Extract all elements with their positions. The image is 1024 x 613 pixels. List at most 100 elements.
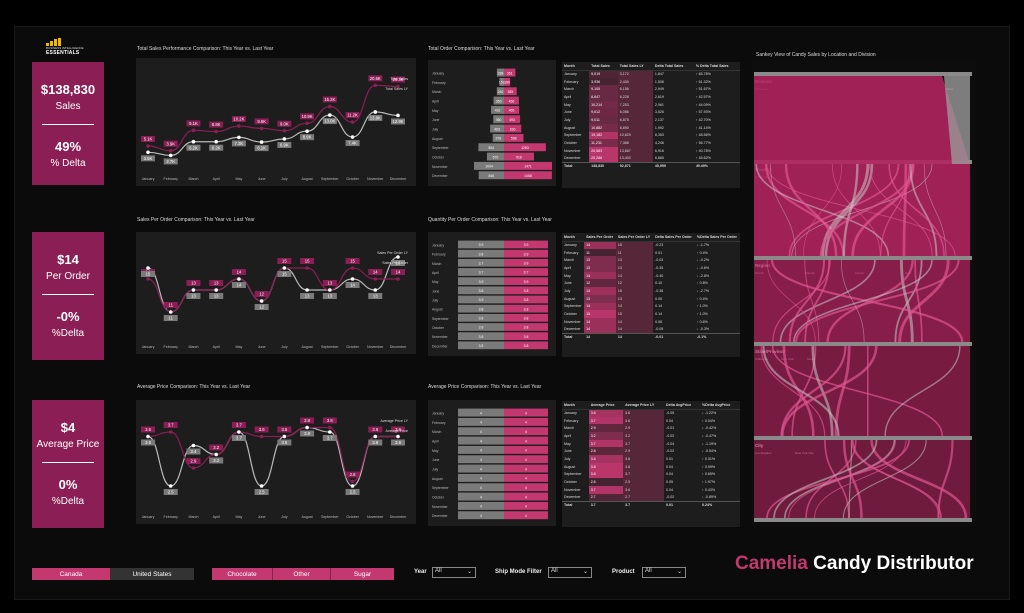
slicer-country-canada[interactable]: Canada (32, 568, 110, 580)
point-this-year (191, 466, 196, 470)
slicer-division-chocolate[interactable]: Chocolate (212, 568, 272, 580)
table-row[interactable]: June 12 12 0.10 ↑ 0.8% (562, 279, 740, 288)
x-tick-label: February (164, 177, 179, 181)
table-row[interactable]: April 3.2 3.2 -0.02 ↓ -0.47% (562, 432, 740, 440)
bar-last-year (458, 332, 504, 341)
slicer-country-us[interactable]: United States (110, 568, 194, 580)
sankey-flow-link (811, 345, 834, 437)
product-dropdown[interactable]: All ⌄ (642, 567, 686, 578)
column-header[interactable]: %Delta AvgPrice (700, 401, 740, 410)
table-row[interactable]: March 2.9 2.9 -0.01 ↓ -0.42% (562, 424, 740, 433)
avg-price-table[interactable]: Month Average Price Average Price LY Delta … (562, 401, 740, 527)
table-row[interactable]: November 20,583 13,667 6,916 ↑ 40.78% (562, 146, 740, 155)
data-label-bg (368, 439, 383, 446)
table-row[interactable]: October 11,231 7,388 4,246 ↑ 56.77% (562, 139, 740, 147)
bar-last-year (458, 240, 504, 249)
table-row[interactable]: November 14 14 0.08 ↑ 0.6% (562, 317, 740, 326)
column-header[interactable]: Delta Total Sales (652, 62, 694, 71)
table-row[interactable]: August 3.8 3.8 0.04 ↑ 0.99% (562, 462, 740, 471)
bar-this-year (504, 115, 521, 124)
table-row[interactable]: July 3.6 3.6 0.01 ↑ 0.31% (562, 455, 740, 463)
table-row[interactable]: February 3,936 2,430 1,506 ↑ 61.32% (562, 77, 740, 86)
table-cell: 0.24% (700, 500, 740, 509)
column-header[interactable]: Delta AvgPrice (664, 401, 701, 410)
order-bars-chart[interactable]: January 238 351 February 153 189 March 240 389 Ap… (428, 60, 556, 186)
slicer-division-sugar[interactable]: Sugar (330, 568, 394, 580)
table-row[interactable]: February 11 11 0.01 ↑ 0.4% (562, 248, 740, 257)
table-row[interactable]: April 13 13 -0.35 ↓ -0.6% (562, 264, 740, 272)
table-row[interactable]: March 9,105 6,156 2,949 ↑ 51.67% (562, 85, 740, 94)
price-line-chart[interactable]: 3.6 3.7 2.9 3.2 3.7 3.6 3.6 3.8 3.8 2.6 3.6 3.6 3.6 2… (136, 400, 416, 524)
kpi-delta-label: %Delta (51, 328, 85, 339)
table-row[interactable]: January 3.6 3.6 -0.05 ↓ -1.22% (562, 409, 740, 417)
data-label-this-year: 3.6 (259, 427, 265, 432)
table-cell: April (564, 94, 572, 99)
table-row[interactable]: September 3.8 3.7 0.04 ↑ 0.65% (562, 470, 740, 479)
price-bars-chart[interactable]: January 4 4 February 4 4 March 4 4 April 4 4 May 4 4 Ju… (428, 400, 556, 526)
table-cell: ↑ 0.6% (696, 319, 708, 324)
sales-table[interactable]: Month Total Sales Total Sales LY Delta Tota… (562, 62, 740, 188)
column-header[interactable]: Average Price LY (623, 401, 665, 410)
table-row[interactable]: February 3.7 3.6 0.04 ↑ 0.04% (562, 416, 740, 425)
table-cell: 3.6 (623, 409, 665, 417)
table-cell: 4,246 (654, 141, 664, 146)
table-row[interactable]: December 14 14 -0.05 ↓ -0.3% (562, 325, 740, 334)
table-row[interactable]: August 13 13 0.05 ↑ 0.4% (562, 294, 740, 303)
bar-label-last-year: 4 (480, 514, 482, 518)
column-header[interactable]: Month (562, 401, 589, 410)
ship-mode-dropdown[interactable]: All ⌄ (548, 567, 592, 578)
year-dropdown[interactable]: All ⌄ (432, 567, 476, 578)
table-row[interactable]: May 3.7 3.7 -0.04 ↓ -1.19% (562, 439, 740, 448)
column-header[interactable]: Average Price (588, 401, 624, 410)
bar-label-this-year: 4 (525, 458, 527, 462)
data-label-this-year: 15.2K (324, 97, 335, 102)
table-row[interactable]: December 20,288 13,403 6,885 ↑ 45.62% (562, 154, 740, 163)
table-row[interactable]: January 14 15 -0.23 ↓ -1.7% (562, 241, 740, 249)
table-row[interactable]: April 8,847 6,228 2,619 ↑ 42.57% (562, 93, 740, 101)
column-header[interactable]: Sales Per Order LY (615, 233, 654, 242)
table-row[interactable]: October 15 15 0.14 ↑ 1.0% (562, 310, 740, 318)
table-row[interactable]: August 10,882 8,890 1,992 ↑ 41.14% (562, 123, 740, 132)
ship-mode-filter-label: Ship Mode Filter (495, 569, 542, 575)
table-row[interactable]: December 2.7 2.7 -0.02 ↓ -0.89% (562, 493, 740, 502)
bar-last-year (478, 143, 504, 152)
column-header[interactable]: Month (562, 233, 585, 242)
bar-this-year (504, 87, 517, 96)
table-row[interactable]: November 3.7 3.6 0.04 ↑ 0.43% (562, 485, 740, 494)
table-row[interactable]: September 19,182 10,829 8,353 ↑ 48.56% (562, 131, 740, 140)
bar-last-year (473, 161, 504, 170)
bar-label-last-year: 350 (496, 99, 502, 103)
table-row[interactable]: May 10,214 7,253 2,961 ↑ 44.09% (562, 100, 740, 109)
bar-label-last-year: 3.7 (479, 271, 484, 275)
sankey-chart[interactable]: DivisionCountryRegionState/ProvinceCityY… (752, 60, 976, 530)
table-cell: ↑ 0.99% (702, 464, 716, 469)
table-row[interactable]: October 2.6 2.5 0.05 ↑ 1.97% (562, 478, 740, 486)
column-header[interactable]: Delta Sales Per Order (653, 233, 695, 242)
data-label-bg (368, 426, 383, 433)
column-header[interactable]: %Delta Sales Per Order (694, 233, 740, 242)
table-row[interactable]: July 9,011 6,875 2,137 ↑ 42.70% (562, 116, 740, 124)
table-row[interactable]: June 9,612 6,086 3,526 ↑ 57.93% (562, 108, 740, 117)
table-row[interactable]: June 2.8 2.9 -0.02 ↓ -0.54% (562, 447, 740, 456)
table-row[interactable]: May 14 14 -0.40 ↓ -2.8% (562, 271, 740, 280)
table-cell: 14 (615, 317, 654, 326)
column-header[interactable]: Total Sales LY (617, 62, 653, 71)
column-header[interactable]: % Delta Total Sales (693, 62, 740, 71)
data-label-bg (141, 426, 155, 433)
table-row[interactable]: September 14 14 0.14 ↑ 1.0% (562, 302, 740, 311)
table-row[interactable]: July 14 15 -0.38 ↓ -2.7% (562, 287, 740, 295)
table-cell: -0.02 (666, 449, 675, 454)
qty-bars-chart[interactable]: January 3.9 3.9 February 3.8 3.9 March 3.7 3.9 Ap… (428, 232, 556, 356)
table-cell: ↑ 0.4% (696, 250, 708, 255)
x-tick-label: November (367, 177, 384, 181)
column-header[interactable]: Total Sales (589, 62, 618, 71)
table-row[interactable]: March 13 13 -0.03 ↓ -0.2% (562, 256, 740, 265)
sales-line-chart[interactable]: 5.1K 3.9K 9.1K 8.8K 10.2K 9.6K 9.0K 10.9K 15.2K 1… (136, 58, 416, 186)
column-header[interactable]: Sales Per Order (584, 233, 616, 242)
per-order-line-chart[interactable]: 14 11 13 13 14 12 15 15 13 15 14 14 15 11 13 13 14 12 15 13… (136, 232, 416, 354)
per-order-table[interactable]: Month Sales Per Order Sales Per Order LY De… (562, 233, 740, 357)
slicer-division-other[interactable]: Other (272, 568, 330, 580)
column-header[interactable]: Month (562, 62, 590, 71)
table-row[interactable]: January 5,019 3,172 1,847 ↑ 65.78% (562, 70, 740, 78)
bar-last-year (458, 473, 504, 482)
